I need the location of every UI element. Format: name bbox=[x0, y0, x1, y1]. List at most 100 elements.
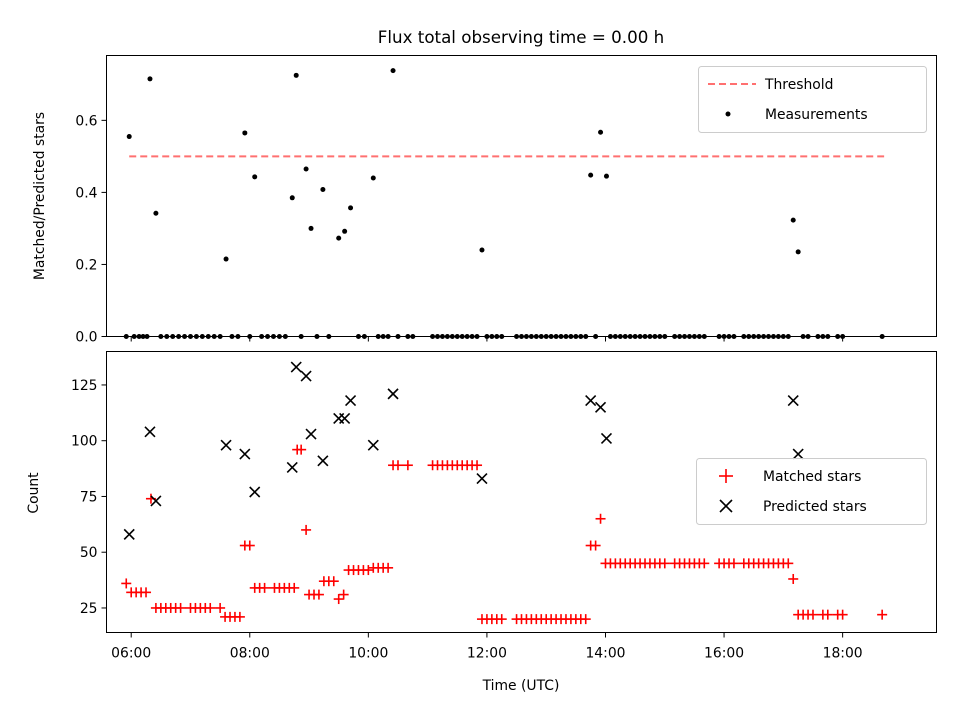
predicted-stars-point bbox=[476, 473, 488, 485]
predicted-stars-point bbox=[286, 461, 298, 474]
predicted-stars-point-b bbox=[305, 428, 317, 440]
bottom-plot-area bbox=[121, 361, 888, 625]
matched-stars-point bbox=[175, 602, 186, 613]
predicted-stars-point bbox=[387, 388, 399, 400]
matched-stars-point bbox=[313, 589, 324, 600]
predicted-stars-point bbox=[344, 394, 357, 407]
matched-stars-point bbox=[783, 558, 794, 569]
top-ytick-label: 0.4 bbox=[75, 185, 97, 201]
predicted-stars-point-b bbox=[476, 473, 488, 485]
predicted-stars-point-b bbox=[249, 486, 261, 498]
predicted-stars-point-b bbox=[286, 461, 298, 474]
predicted-stars-point bbox=[787, 394, 799, 407]
matched-stars-point bbox=[215, 602, 226, 613]
predicted-stars-point bbox=[249, 486, 261, 498]
measurements-point bbox=[293, 72, 299, 78]
bottom-x-axis: 06:00 08:00 10:00 12:00 14:00 16:00 18:00 bbox=[111, 632, 863, 662]
predicted-stars-point-b bbox=[290, 361, 302, 373]
measurements-point bbox=[795, 249, 801, 255]
matched-stars-point bbox=[402, 460, 413, 471]
matched-stars-point bbox=[807, 609, 818, 620]
measurements-point bbox=[370, 175, 376, 181]
predicted-stars-point bbox=[300, 370, 312, 382]
predicted-stars-point bbox=[290, 361, 302, 373]
predicted-stars-point bbox=[239, 448, 251, 460]
top-ytick-label: 0.6 bbox=[75, 113, 97, 129]
top-y-axis: 0.0 0.2 0.4 0.6 bbox=[75, 113, 107, 346]
predicted-stars-point-b bbox=[300, 370, 312, 382]
matched-stars-point bbox=[289, 582, 300, 593]
predicted-stars-point-b bbox=[344, 394, 357, 407]
bottom-xtick-label: 14:00 bbox=[585, 646, 625, 662]
predicted-stars-point-b bbox=[600, 432, 613, 445]
legend-measurements-swatch bbox=[725, 111, 731, 117]
measurements-point bbox=[336, 235, 342, 241]
measurements-point bbox=[289, 195, 295, 201]
measurements-point bbox=[588, 172, 594, 178]
bottom-axes-frame bbox=[106, 351, 937, 633]
measurements-point bbox=[303, 166, 309, 172]
top-ytick-label: 0.2 bbox=[75, 257, 97, 273]
bottom-ytick-label: 125 bbox=[71, 378, 98, 394]
predicted-stars-point bbox=[317, 455, 329, 467]
measurements-point bbox=[390, 68, 396, 74]
predicted-stars-point-b bbox=[123, 528, 135, 540]
matched-stars-point bbox=[363, 565, 374, 576]
measurements-point bbox=[252, 174, 258, 180]
predicted-stars-point bbox=[594, 401, 607, 413]
measurements-point bbox=[603, 173, 609, 179]
legend-matched-swatch bbox=[719, 469, 733, 483]
predicted-stars-point bbox=[305, 428, 317, 440]
matched-stars-point bbox=[301, 524, 312, 535]
matched-stars-point bbox=[590, 540, 601, 551]
predicted-stars-point-b bbox=[150, 495, 162, 507]
measurements-point bbox=[790, 217, 796, 223]
legend-threshold-label: Threshold bbox=[764, 77, 833, 93]
matched-stars-point bbox=[244, 540, 255, 551]
predicted-stars-point-b bbox=[594, 401, 607, 413]
predicted-stars-point bbox=[123, 528, 135, 540]
measurements-point bbox=[223, 256, 229, 262]
bottom-ytick-label: 75 bbox=[80, 489, 98, 505]
matched-stars-point bbox=[580, 614, 591, 625]
matched-stars-point bbox=[472, 460, 483, 471]
bottom-ytick-label: 25 bbox=[80, 601, 98, 617]
measurements-point bbox=[308, 225, 314, 231]
predicted-stars-point-b bbox=[585, 394, 597, 407]
legend-predicted-label: Predicted stars bbox=[763, 499, 867, 515]
predicted-stars-point-b bbox=[787, 394, 799, 407]
matched-stars-point bbox=[822, 609, 833, 620]
top-legend: Threshold Measurements bbox=[698, 66, 927, 133]
legend-predicted-swatch bbox=[719, 499, 733, 513]
predicted-stars-point-b bbox=[792, 448, 804, 460]
matched-stars-point bbox=[205, 602, 216, 613]
measurements-point bbox=[242, 130, 248, 136]
matched-stars-point bbox=[877, 609, 888, 620]
predicted-stars-point bbox=[220, 439, 232, 451]
top-ytick-label: 0.0 bbox=[75, 330, 97, 346]
measurements-point bbox=[342, 228, 348, 234]
bottom-x-axis-label: Time (UTC) bbox=[482, 678, 560, 694]
measurements-point bbox=[479, 247, 485, 253]
matched-stars-point bbox=[259, 582, 270, 593]
predicted-stars-point bbox=[150, 495, 162, 507]
bottom-xtick-label: 18:00 bbox=[823, 646, 863, 662]
bottom-xtick-label: 12:00 bbox=[467, 646, 507, 662]
matched-stars-point bbox=[788, 573, 799, 584]
legend-matched-label: Matched stars bbox=[763, 469, 861, 485]
matched-stars-point bbox=[328, 576, 339, 587]
predicted-stars-point-b bbox=[367, 439, 379, 451]
predicted-stars-point bbox=[339, 412, 351, 424]
top-panel: 0.0 0.2 0.4 0.6 Matched/Predicted stars Thr… bbox=[32, 55, 937, 346]
matched-stars-point bbox=[728, 558, 739, 569]
bottom-ytick-label: 50 bbox=[80, 545, 98, 561]
matched-stars-point bbox=[296, 444, 307, 455]
bottom-legend-box bbox=[696, 458, 927, 525]
measurements-point bbox=[348, 205, 354, 211]
measurements-point bbox=[320, 187, 326, 193]
bottom-panel: 25 50 75 100 125 06:00 08:00 10:00 12:00 14:00 16… bbox=[26, 351, 937, 694]
matched-stars-point bbox=[699, 558, 710, 569]
predicted-stars-point-b bbox=[317, 455, 329, 467]
predicted-stars-point bbox=[600, 432, 613, 445]
